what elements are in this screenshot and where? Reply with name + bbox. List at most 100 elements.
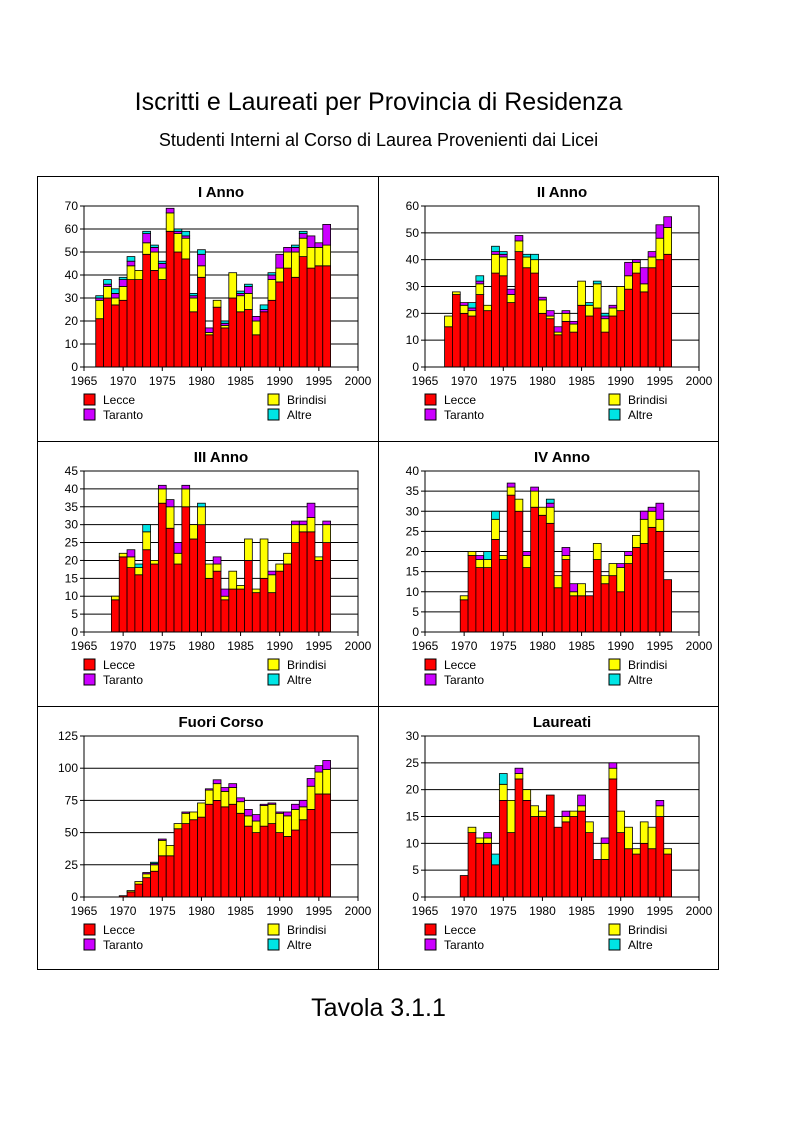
bar-altre-1967 bbox=[95, 295, 104, 299]
bar-brindisi-1984 bbox=[569, 591, 579, 597]
bar-lecce-1970 bbox=[459, 312, 469, 368]
bar-taranto-1975 bbox=[498, 253, 508, 258]
bar-lecce-1988 bbox=[259, 311, 269, 368]
bar-brindisi-1988 bbox=[600, 842, 610, 860]
bar-brindisi-1985 bbox=[236, 585, 245, 590]
bar-taranto-1981 bbox=[204, 327, 214, 333]
bar-brindisi-1978 bbox=[181, 812, 191, 824]
bar-brindisi-1979 bbox=[530, 490, 539, 508]
bar-taranto-1973 bbox=[483, 832, 492, 839]
bar-lecce-1978 bbox=[181, 823, 191, 898]
bar-taranto-1975 bbox=[157, 263, 167, 269]
bar-taranto-1980 bbox=[197, 253, 206, 267]
bar-taranto-1995 bbox=[314, 765, 324, 773]
x-tick-label: 2000 bbox=[686, 374, 713, 388]
bar-taranto-1991 bbox=[624, 261, 633, 277]
bar-lecce-1996 bbox=[322, 265, 331, 368]
y-tick-label: 15 bbox=[406, 810, 420, 824]
bar-brindisi-1973 bbox=[483, 837, 492, 844]
bar-taranto-1976 bbox=[506, 288, 516, 295]
bar-taranto-1993 bbox=[639, 267, 649, 285]
chart-panel-fuori-corso: Fuori Corso 0 25 50 75 100 125 1965 1970 1975 1980… bbox=[58, 714, 372, 952]
bar-brindisi-1988 bbox=[259, 805, 269, 827]
x-tick-label: 1985 bbox=[227, 904, 254, 918]
bar-brindisi-1990 bbox=[616, 286, 626, 312]
bar-lecce-1983 bbox=[220, 599, 230, 633]
bar-lecce-1986 bbox=[244, 825, 253, 898]
bar-lecce-1975 bbox=[498, 275, 508, 368]
y-tick-label: 50 bbox=[406, 226, 420, 240]
bar-taranto-1989 bbox=[267, 802, 277, 805]
bar-lecce-1986 bbox=[244, 309, 253, 368]
bar-brindisi-1976 bbox=[165, 506, 175, 529]
bar-lecce-1990 bbox=[275, 570, 285, 633]
legend-label-altre: Altre bbox=[628, 938, 653, 952]
bar-lecce-1980 bbox=[538, 312, 547, 368]
bar-lecce-1971 bbox=[467, 315, 477, 368]
bar-brindisi-1974 bbox=[491, 253, 500, 274]
bar-brindisi-1995 bbox=[314, 247, 324, 267]
bar-brindisi-1980 bbox=[197, 802, 206, 818]
bar-taranto-1983 bbox=[561, 810, 571, 817]
bar-taranto-1996 bbox=[322, 224, 331, 246]
x-tick-label: 2000 bbox=[686, 639, 713, 653]
legend-label-brindisi: Brindisi bbox=[628, 658, 667, 672]
bar-brindisi-1971 bbox=[126, 556, 136, 569]
bar-brindisi-1996 bbox=[322, 244, 331, 267]
legend-label-altre: Altre bbox=[628, 673, 653, 687]
bar-brindisi-1991 bbox=[624, 826, 633, 850]
bar-lecce-1970 bbox=[118, 299, 128, 368]
bar-brindisi-1983 bbox=[220, 595, 230, 601]
bar-taranto-1985 bbox=[236, 797, 245, 803]
bar-taranto-1977 bbox=[173, 542, 183, 554]
legend-label-altre: Altre bbox=[628, 408, 653, 422]
bar-lecce-1982 bbox=[212, 570, 222, 633]
plot-frame bbox=[83, 205, 359, 368]
bar-taranto-1971 bbox=[126, 549, 136, 558]
bar-lecce-1995 bbox=[314, 265, 324, 368]
legend-swatch-brindisi bbox=[267, 923, 280, 936]
x-tick-label: 1990 bbox=[266, 374, 293, 388]
bar-lecce-1977 bbox=[173, 251, 183, 368]
x-tick-label: 1975 bbox=[490, 904, 517, 918]
bar-taranto-1983 bbox=[561, 547, 571, 556]
bar-altre-1973 bbox=[483, 551, 492, 560]
legend-label-brindisi: Brindisi bbox=[287, 658, 326, 672]
bar-brindisi-1987 bbox=[592, 543, 602, 560]
bar-brindisi-1995 bbox=[655, 805, 665, 817]
bar-brindisi-1986 bbox=[244, 293, 253, 310]
bar-altre-1972 bbox=[134, 563, 144, 569]
legend-swatch-lecce bbox=[83, 923, 96, 936]
bar-altre-1980 bbox=[197, 249, 206, 255]
bar-brindisi-1973 bbox=[142, 873, 151, 879]
legend-label-brindisi: Brindisi bbox=[628, 923, 667, 937]
bar-brindisi-1996 bbox=[663, 848, 672, 855]
y-tick-label: 75 bbox=[65, 793, 79, 807]
bar-lecce-1982 bbox=[212, 306, 222, 368]
bar-brindisi-1980 bbox=[538, 299, 547, 314]
bar-taranto-1981 bbox=[545, 310, 555, 317]
bar-brindisi-1977 bbox=[514, 773, 524, 780]
bar-altre-1978 bbox=[522, 253, 532, 258]
bar-brindisi-1972 bbox=[475, 283, 485, 295]
bar-taranto-1994 bbox=[306, 778, 316, 787]
bar-lecce-1976 bbox=[506, 302, 516, 368]
bar-brindisi-1981 bbox=[204, 789, 214, 805]
x-tick-label: 1995 bbox=[306, 374, 333, 388]
x-tick-label: 1990 bbox=[607, 374, 634, 388]
chart-title: I Anno bbox=[198, 184, 244, 201]
y-tick-label: 10 bbox=[406, 836, 420, 850]
bar-lecce-1988 bbox=[259, 577, 269, 633]
x-tick-label: 1970 bbox=[110, 904, 137, 918]
bar-lecce-1985 bbox=[236, 588, 245, 633]
bar-altre-1980 bbox=[197, 502, 206, 508]
bar-brindisi-1985 bbox=[577, 583, 586, 597]
bar-taranto-1991 bbox=[283, 247, 292, 253]
x-tick-label: 1990 bbox=[607, 639, 634, 653]
x-tick-label: 1975 bbox=[149, 904, 176, 918]
bar-lecce-1978 bbox=[181, 258, 191, 368]
bar-brindisi-1972 bbox=[475, 559, 485, 569]
bar-taranto-1993 bbox=[298, 233, 308, 239]
legend-label-altre: Altre bbox=[287, 408, 312, 422]
y-tick-label: 30 bbox=[406, 729, 420, 743]
